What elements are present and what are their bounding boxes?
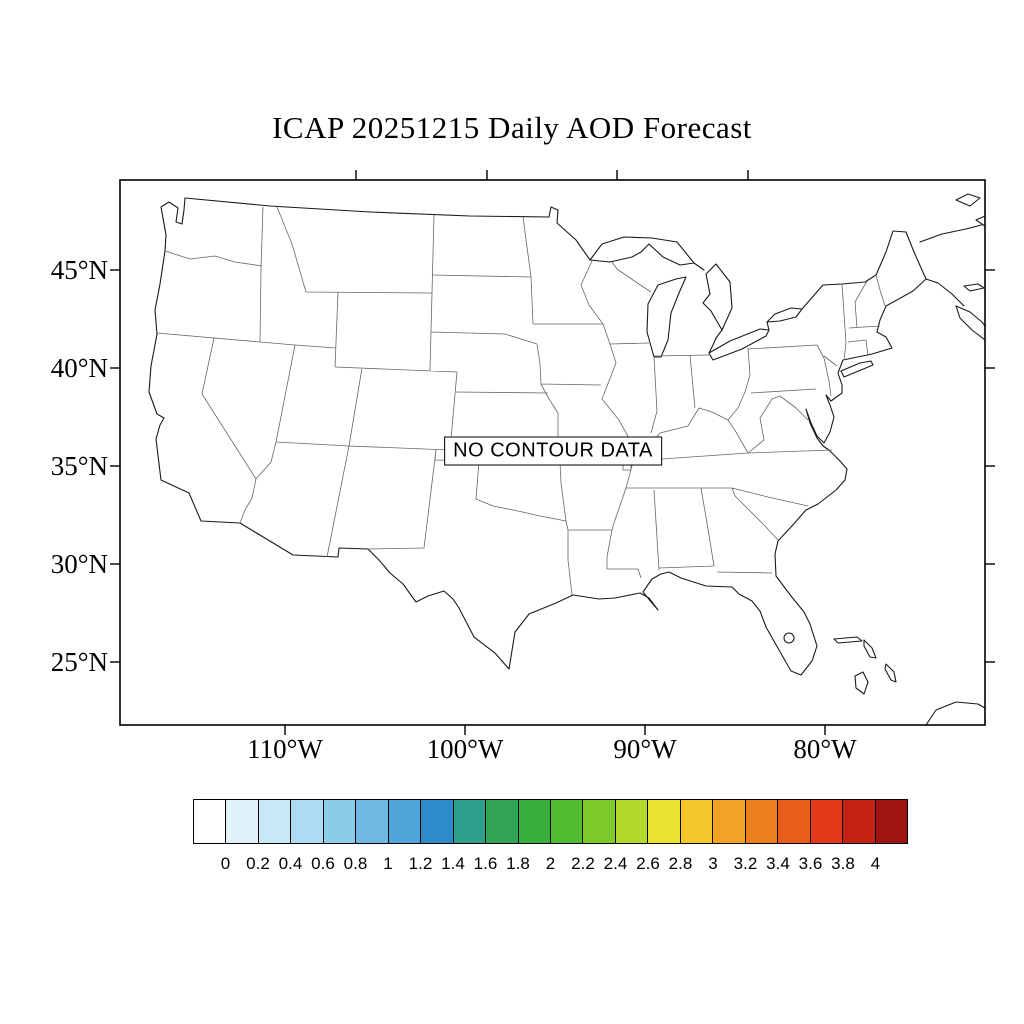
colorbar-tick-label: 3.2: [733, 854, 758, 873]
colorbar-cell: [615, 800, 649, 843]
colorbar-tick-label: 0: [220, 854, 231, 873]
state-borders: [156, 206, 886, 596]
colorbar-cell: [356, 800, 389, 843]
lake-huron: [702, 263, 733, 331]
colorbar-tick-label: 0.8: [343, 854, 368, 873]
axis-ticks: [110, 170, 995, 735]
prince-edward-island: [963, 283, 985, 292]
colorbar-tick-label: 1.2: [408, 854, 433, 873]
colorbar-tick-label: 3: [708, 854, 718, 873]
colorbar-cell: [388, 800, 422, 843]
bahamas-islands: [833, 636, 897, 695]
colorbar-cell: [453, 800, 487, 843]
no-contour-data-label: NO CONTOUR DATA: [444, 436, 662, 466]
colorbar-cell: [550, 800, 584, 843]
lake-erie: [708, 328, 770, 361]
plot-title: ICAP 20251215 Daily AOD Forecast: [272, 110, 752, 145]
colorbar-cell: [291, 800, 324, 843]
colorbar-tick-label: 2.8: [668, 854, 693, 873]
gulf-st-lawrence-islands: [955, 193, 985, 227]
cuba-corner: [925, 701, 985, 725]
canada-coast: [919, 223, 985, 307]
lat-tick-label: 25°N: [50, 647, 108, 677]
colorbar-cell: [843, 800, 876, 843]
colorbar-cell: [194, 800, 227, 843]
colorbar-tick-label: 0.2: [246, 854, 270, 873]
lake-okeechobee: [783, 632, 795, 644]
colorbar-cell: [486, 800, 519, 843]
lon-tick-label: 110°W: [247, 734, 323, 764]
lake-connectors: [693, 262, 770, 354]
colorbar-cell: [745, 800, 779, 843]
colorbar-tick-label: 3.8: [831, 854, 855, 873]
colorbar-cell: [778, 800, 811, 843]
lat-tick-label: 35°N: [50, 451, 108, 481]
map-frame: [119, 179, 986, 726]
colorbar-tick-label: 2.6: [636, 854, 660, 873]
lat-tick-label: 30°N: [50, 549, 108, 579]
us-outline: [148, 197, 927, 676]
colorbar-cell: [583, 800, 616, 843]
colorbar-tick-label: 2.2: [571, 854, 595, 873]
lon-tick-label: 90°W: [613, 734, 677, 764]
colorbar-cell: [713, 800, 746, 843]
colorbar-cell: [875, 800, 907, 843]
colorbar-tick-label: 1.8: [506, 854, 530, 873]
lon-tick-label: 80°W: [793, 734, 857, 764]
colorbar-cell: [421, 800, 454, 843]
lon-tick-label: 100°W: [426, 734, 504, 764]
colorbar-cell: [323, 800, 357, 843]
canada-border-west: [184, 197, 591, 261]
colorbar-cell: [648, 800, 681, 843]
colorbar-tick-label: 0.4: [278, 854, 303, 873]
colorbar-tick-label: 0.6: [311, 854, 335, 873]
colorbar-tick-label: 1.6: [473, 854, 498, 873]
lat-tick-label: 40°N: [50, 353, 108, 383]
us-map-canvas: [110, 170, 995, 735]
long-island: [840, 360, 874, 378]
lat-tick-label: 45°N: [50, 255, 108, 285]
nova-scotia: [955, 305, 985, 341]
lake-michigan: [646, 276, 687, 358]
colorbar-tick-label: 2.4: [603, 854, 628, 873]
colorbar-cell: [258, 800, 292, 843]
lake-ontario: [766, 307, 803, 323]
colorbar-cell: [680, 800, 714, 843]
colorbar-cell: [810, 800, 844, 843]
colorbar-tick-label: 3.6: [798, 854, 823, 873]
lake-superior: [589, 236, 695, 266]
colorbar-tick-label: 3.4: [766, 854, 790, 873]
colorbar-tick-label: 1: [383, 854, 393, 873]
colorbar-cell: [226, 800, 259, 843]
colorbar-cell: [518, 800, 551, 843]
colorbar: [193, 799, 908, 844]
colorbar-tick-label: 4: [870, 854, 881, 873]
colorbar-tick-label: 2: [545, 854, 556, 873]
colorbar-tick-label: 1.4: [441, 854, 465, 873]
